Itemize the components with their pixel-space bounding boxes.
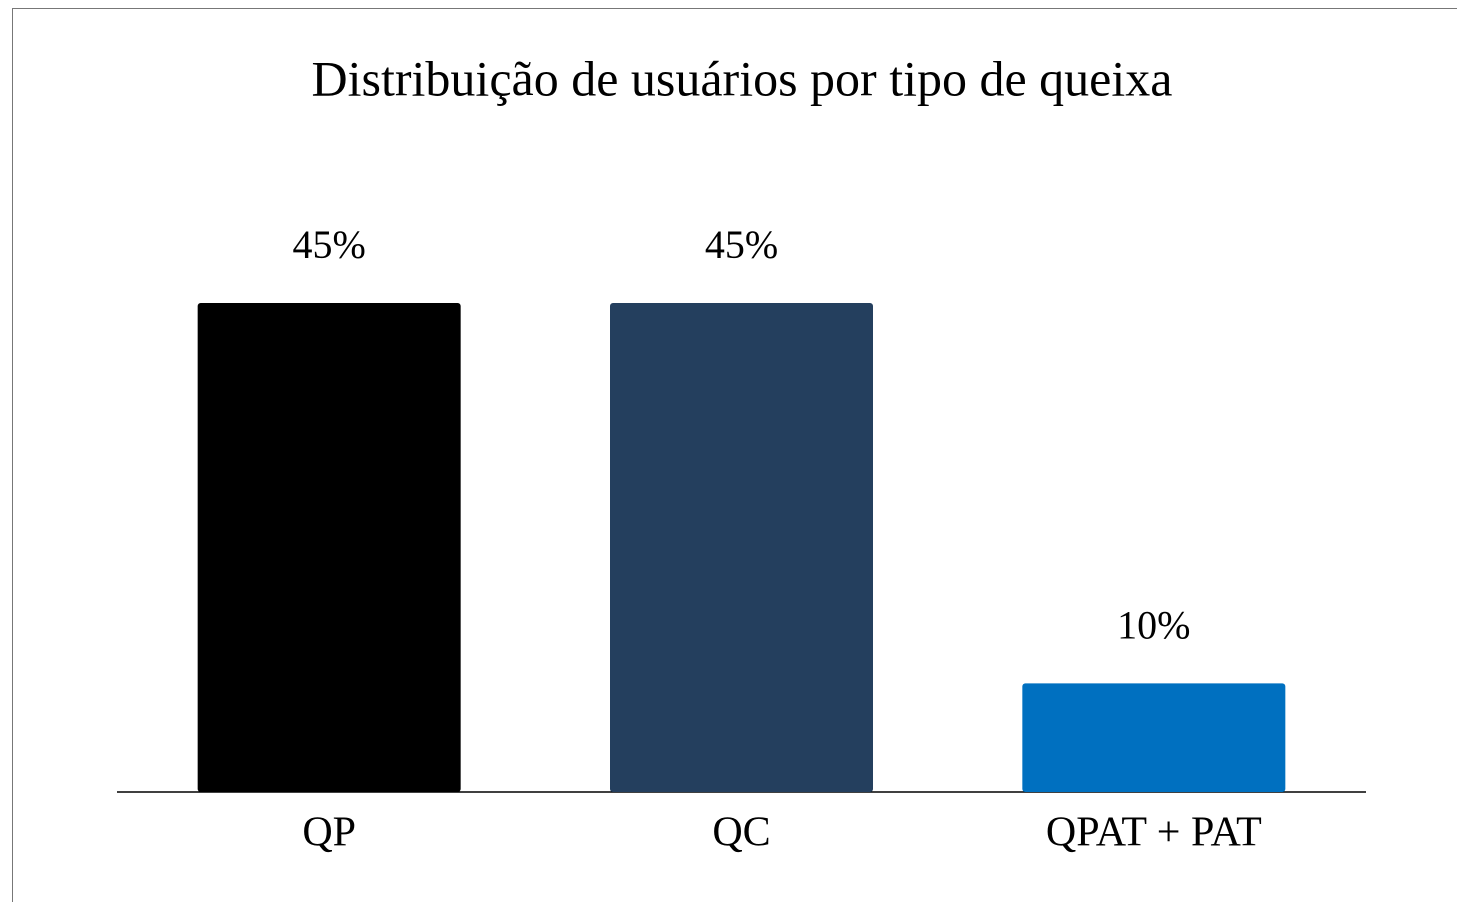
value-label: 45% [293,222,366,267]
bar [610,303,873,792]
x-tick-label: QPAT + PAT [1046,810,1262,856]
value-label: 45% [705,222,778,267]
bar [197,303,461,792]
x-tick-label: QP [302,810,356,856]
value-label: 10% [1117,603,1190,648]
x-tick-label: QC [712,810,770,856]
frame [12,8,1457,902]
chart-title: Distribuição de usuários por tipo de que… [312,50,1173,106]
bar [1022,683,1286,792]
